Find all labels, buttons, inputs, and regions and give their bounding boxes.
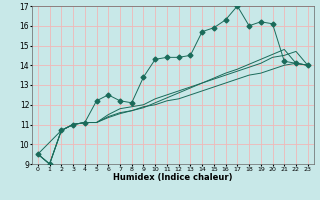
X-axis label: Humidex (Indice chaleur): Humidex (Indice chaleur) bbox=[113, 173, 233, 182]
